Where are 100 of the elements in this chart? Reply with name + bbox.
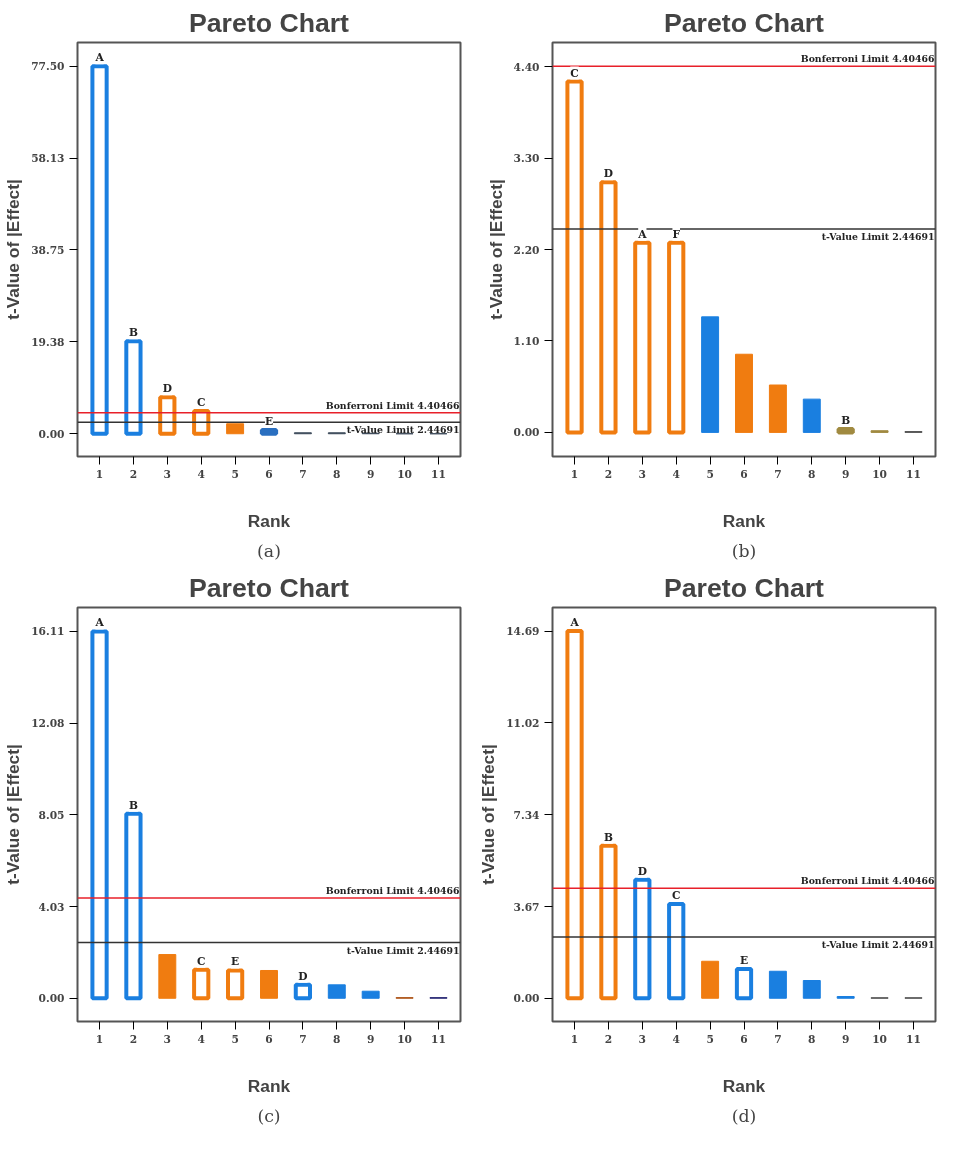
x-tick-label: 4 (197, 1032, 205, 1046)
x-tick-label: 1 (570, 467, 579, 481)
x-tick-label: 5 (231, 467, 239, 481)
data-label: C (671, 889, 681, 902)
data-label: E (264, 414, 274, 428)
chart-title: Pareto Chart (664, 7, 825, 38)
x-tick-label: 1 (95, 467, 104, 481)
x-tick-label: 2 (604, 467, 613, 481)
text: (a) (257, 540, 281, 561)
data-label: D (162, 382, 172, 396)
x-tick-label: 10 (872, 467, 887, 481)
x-tick-label: 1 (95, 1032, 104, 1046)
text: (c) (257, 1105, 281, 1126)
ref-line-label: t-Value Limit 2.44691 (346, 944, 460, 956)
y-tick-label: 16.11 (31, 625, 65, 639)
x-tick-label: 2 (129, 1032, 138, 1046)
y-tick-label: 0.00 (513, 426, 540, 440)
data-label: A (94, 51, 105, 65)
ref-line-label: Bonferroni Limit 4.40466 (325, 884, 460, 896)
x-tick-label: 3 (638, 1032, 647, 1046)
text: (d) (731, 1105, 757, 1126)
y-tick-label: 12.08 (31, 717, 65, 731)
ref-line-label: Bonferroni Limit 4.40466 (800, 875, 935, 887)
x-tick-label: 9 (366, 467, 375, 481)
y-axis-title: t-Value of |Effect| (3, 744, 24, 885)
x-axis-title: Rank (722, 510, 766, 531)
x-tick-label: 11 (906, 1032, 921, 1046)
x-tick-label: 2 (129, 467, 138, 481)
chart-title: Pareto Chart (664, 572, 825, 603)
x-tick-label: 8 (808, 467, 816, 481)
x-tick-label: 5 (706, 467, 714, 481)
x-tick-label: 6 (740, 1032, 748, 1046)
y-tick-label: 0.00 (513, 992, 540, 1006)
x-tick-label: 7 (774, 467, 782, 481)
x-tick-label: 6 (265, 1032, 273, 1046)
data-label: F (672, 227, 681, 241)
x-tick-label: 3 (163, 467, 172, 481)
ref-line-label: t-Value Limit 2.44691 (346, 424, 460, 436)
y-axis-title: t-Value of |Effect| (485, 179, 506, 320)
x-axis-title: Rank (247, 1075, 291, 1096)
x-tick-label: 10 (872, 1032, 887, 1046)
data-label: B (128, 798, 138, 812)
y-tick-label: 4.40 (513, 60, 540, 74)
y-tick-label: 19.38 (31, 335, 65, 349)
x-tick-label: 3 (638, 467, 647, 481)
data-label: C (570, 66, 579, 80)
x-tick-label: 5 (706, 1032, 714, 1046)
data-label: C (196, 954, 206, 968)
ref-line-label: t-Value Limit 2.44691 (821, 939, 935, 951)
x-tick-label: 4 (672, 1032, 680, 1046)
x-tick-label: 3 (163, 1032, 172, 1046)
data-label: B (841, 414, 851, 428)
data-label: B (603, 830, 613, 844)
data-label: A (637, 227, 648, 241)
x-tick-label: 4 (197, 467, 205, 481)
text: (b) (731, 540, 757, 561)
y-tick-label: 38.75 (31, 243, 65, 257)
chart-title: Pareto Chart (189, 572, 350, 603)
y-tick-label: 14.69 (506, 625, 540, 638)
x-tick-label: 7 (299, 467, 307, 481)
x-tick-label: 7 (299, 1032, 307, 1046)
y-tick-label: 3.67 (513, 900, 540, 914)
y-tick-label: 77.50 (31, 60, 65, 74)
x-tick-label: 1 (570, 1032, 579, 1046)
x-tick-label: 8 (808, 1032, 816, 1046)
data-label: A (569, 616, 580, 629)
y-axis-title: t-Value of |Effect| (478, 744, 499, 885)
data-label: B (128, 326, 138, 340)
x-axis-title: Rank (722, 1075, 766, 1096)
data-label: E (739, 954, 749, 967)
data-label: D (298, 969, 308, 983)
x-tick-label: 11 (431, 467, 446, 481)
x-tick-label: 2 (604, 1032, 613, 1046)
data-label: E (231, 955, 240, 969)
data-label: C (196, 395, 206, 409)
y-tick-label: 0.00 (38, 992, 65, 1006)
x-tick-label: 11 (906, 467, 921, 481)
chart-title: Pareto Chart (189, 7, 350, 38)
y-tick-label: 58.13 (31, 152, 65, 166)
y-tick-label: 2.20 (513, 243, 540, 257)
x-tick-label: 8 (333, 1032, 341, 1046)
y-tick-label: 4.03 (38, 900, 65, 914)
ref-line-label: Bonferroni Limit 4.40466 (325, 399, 460, 411)
y-tick-label: 11.02 (506, 716, 540, 730)
y-tick-label: 0.00 (38, 427, 65, 441)
y-axis-title: t-Value of |Effect| (3, 179, 24, 320)
y-tick-label: 3.30 (513, 152, 540, 166)
x-tick-label: 11 (431, 1032, 446, 1046)
ref-line-label: Bonferroni Limit 4.40466 (800, 53, 935, 65)
x-tick-label: 5 (231, 1032, 239, 1046)
data-label: A (94, 616, 105, 630)
ref-line-label: t-Value Limit 2.44691 (821, 230, 935, 242)
x-tick-label: 10 (397, 1032, 412, 1046)
x-tick-label: 9 (366, 1032, 375, 1046)
x-tick-label: 9 (841, 467, 850, 481)
x-axis-title: Rank (247, 510, 291, 531)
x-tick-label: 6 (265, 467, 273, 481)
y-tick-label: 8.05 (38, 808, 65, 822)
x-tick-label: 10 (397, 467, 412, 481)
x-tick-label: 7 (774, 1032, 782, 1046)
